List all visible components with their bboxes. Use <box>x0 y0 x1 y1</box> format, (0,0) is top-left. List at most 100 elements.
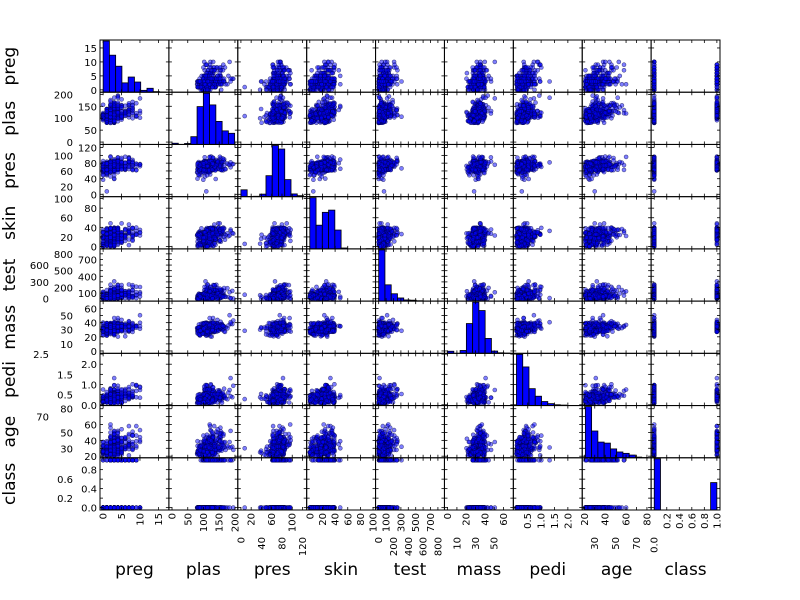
cell-plas-vs-mass <box>443 91 514 145</box>
scatter-point <box>219 82 225 87</box>
scatter-point <box>263 119 269 124</box>
scatter-point <box>617 73 623 79</box>
scatter-point <box>378 68 384 73</box>
scatter-point <box>537 79 543 84</box>
scatter-point <box>270 109 276 114</box>
scatter-point <box>126 109 132 115</box>
histogram-bar <box>115 65 123 93</box>
scatter-point <box>279 115 285 121</box>
scatter-point <box>337 103 343 109</box>
scatter-point <box>270 79 275 84</box>
cell-content <box>464 59 498 93</box>
histogram-bar <box>121 82 129 93</box>
scatter-point <box>126 101 132 106</box>
scatter-point <box>208 76 214 81</box>
scatter-point <box>218 87 224 93</box>
scatter-point <box>280 95 286 100</box>
scatter-point <box>534 59 540 65</box>
scatter-point <box>227 59 232 65</box>
scatter-point <box>280 73 286 79</box>
scatter-point <box>480 116 486 121</box>
cell-plas-vs-pedi <box>512 91 583 145</box>
scatter-point <box>526 105 531 110</box>
histogram-bar <box>146 87 154 93</box>
scatter-point <box>532 73 538 79</box>
scatter-point <box>287 115 293 120</box>
histogram-bar <box>134 81 142 93</box>
scatter-point <box>590 65 596 70</box>
scatter-point <box>385 82 391 87</box>
scatter-point <box>315 103 321 108</box>
scatter-point <box>383 68 389 73</box>
scatter-point <box>201 59 207 65</box>
histogram-bar <box>190 136 198 145</box>
scatter-point <box>595 62 601 67</box>
scatter-point <box>204 62 209 67</box>
scatter-point <box>326 114 331 120</box>
scatter-point <box>607 59 612 65</box>
scatter-point <box>327 101 333 106</box>
scatter-point <box>476 82 481 87</box>
scatter-point <box>583 68 588 73</box>
scatter-point <box>286 76 292 81</box>
scatter-point <box>130 103 135 109</box>
scatter-point <box>385 111 391 116</box>
scatter-point <box>379 79 384 84</box>
scatter-point <box>464 70 470 76</box>
scatter-point <box>399 114 404 119</box>
scatter-point <box>325 59 331 65</box>
scatter-point <box>331 101 337 107</box>
scatter-point <box>285 101 291 106</box>
scatter-point <box>327 68 333 73</box>
cell-content <box>307 59 343 93</box>
scatter-point <box>209 68 214 73</box>
scatter-point <box>324 109 330 114</box>
histogram-bar <box>209 104 217 145</box>
scatter-point <box>277 59 283 65</box>
scatter-point <box>486 73 491 79</box>
scatter-point <box>609 65 614 70</box>
scatter-point <box>287 111 293 116</box>
scatter-point <box>115 103 121 108</box>
scatter-point <box>600 65 606 70</box>
cell-content <box>583 93 629 126</box>
scatter-point <box>270 65 276 70</box>
scatter-point <box>524 87 530 93</box>
scatter-point <box>119 97 124 102</box>
scatter-point <box>534 108 540 114</box>
cell-content <box>464 93 498 126</box>
scatter-point <box>621 62 627 67</box>
cell-content <box>514 59 552 93</box>
scatter-point <box>621 68 627 73</box>
scatter-point <box>526 73 531 79</box>
scatter-point <box>517 109 523 114</box>
scatter-point <box>330 84 336 90</box>
scatter-point <box>274 68 280 73</box>
scatter-point <box>202 82 208 87</box>
scatter-point <box>258 106 264 112</box>
cell-plas-vs-plas <box>168 91 239 145</box>
scatter-point <box>328 79 333 84</box>
scatter-point <box>309 118 315 123</box>
scatter-point <box>522 73 528 79</box>
scatter-point <box>119 114 124 119</box>
scatter-point <box>524 113 530 118</box>
scatter-point <box>321 79 327 84</box>
scatter-point <box>277 79 283 84</box>
histogram-bar <box>215 121 223 145</box>
scatter-point <box>467 119 472 124</box>
scatter-point <box>514 101 520 107</box>
scatter-point <box>394 76 399 81</box>
scatter-point <box>320 65 326 70</box>
scatter-point <box>472 109 478 114</box>
scatter-point <box>619 82 625 87</box>
scatter-point <box>520 114 525 120</box>
scatter-point <box>134 100 139 106</box>
scatter-point <box>108 101 113 107</box>
scatter-point <box>320 100 325 105</box>
scatter-point <box>714 79 720 84</box>
scatter-point <box>607 70 612 76</box>
scatter-point <box>319 115 324 121</box>
scatter-point <box>482 59 488 65</box>
